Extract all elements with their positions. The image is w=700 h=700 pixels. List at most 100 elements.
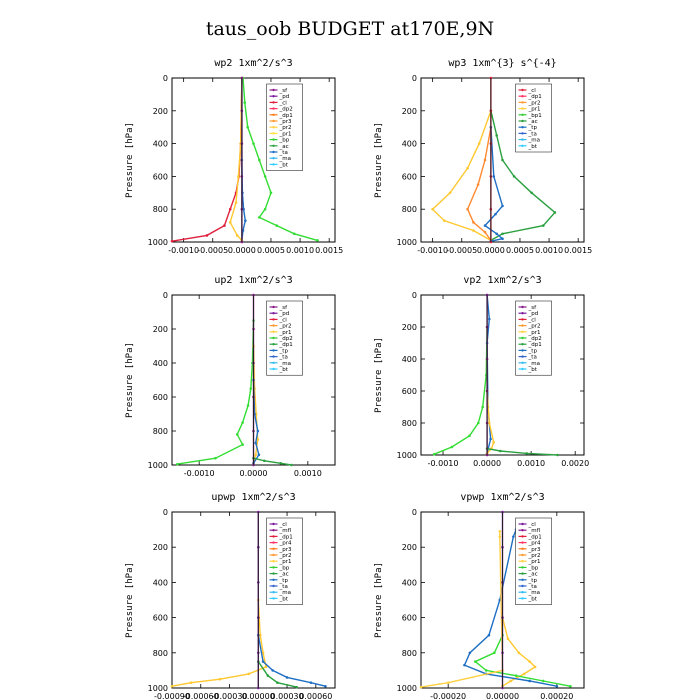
legend-marker (272, 597, 275, 600)
x-tick-label: 0.0010 (286, 246, 314, 255)
data-point (235, 433, 239, 436)
data-point (501, 204, 504, 208)
data-point (493, 651, 496, 655)
legend-entry: _pr2 (528, 100, 541, 106)
legend-entry: _cl (279, 522, 288, 528)
legend-entry: _pd (279, 94, 290, 100)
data-point (176, 462, 179, 466)
data-point (556, 453, 559, 457)
legend-marker (272, 305, 275, 309)
data-point (522, 672, 526, 676)
legend-marker (521, 522, 524, 526)
legend-entry: _dp1 (528, 94, 542, 100)
data-point (514, 674, 518, 677)
data-point (246, 125, 249, 129)
x-tick-label: 0.00020 (540, 692, 573, 700)
figure-title: taus_oob BUDGET at170E,9N (205, 18, 495, 40)
x-tick-label: 0.0010 (535, 246, 563, 255)
legend-marker (272, 126, 275, 129)
data-point (261, 651, 265, 655)
data-point (431, 207, 434, 211)
data-point (254, 441, 257, 445)
x-tick-label: 0.0000 (240, 469, 268, 478)
x-tick-label: 0.0020 (561, 459, 589, 468)
data-point (495, 134, 498, 137)
y-tick-label: 600 (402, 172, 417, 181)
legend-entry: _pr3 (279, 547, 293, 553)
data-point (494, 212, 497, 216)
y-tick-label: 1000 (148, 461, 168, 470)
data-point (448, 191, 452, 195)
y-tick-label: 1000 (148, 684, 168, 693)
panel-4: vp2 1xm^2/s^3 Pressure [hPa] 0 200 400 600 800… (374, 275, 589, 468)
legend-marker (272, 553, 275, 557)
data-point (466, 166, 469, 170)
data-point (246, 404, 250, 407)
legend-entry: _dp1 (528, 534, 542, 540)
data-point (261, 660, 265, 663)
x-tick-label: -0.00090 (154, 692, 190, 700)
legend-entry: _ta (279, 584, 288, 590)
legend-entry: _sf (279, 88, 289, 94)
y-axis-label: Pressure [hPa] (374, 562, 384, 638)
legend-entry: _dp1 (279, 113, 293, 119)
data-point (487, 633, 491, 637)
data-point (555, 684, 559, 688)
data-point (249, 387, 253, 390)
x-tick-label: -0.00060 (183, 692, 219, 700)
data-point (241, 443, 244, 446)
legend-marker (272, 144, 275, 147)
data-point (247, 672, 251, 676)
legend-marker (272, 157, 275, 160)
data-point (223, 224, 226, 227)
panel-title: vp2 1xm^2/s^3 (463, 275, 541, 286)
legend-marker (521, 330, 524, 333)
plot-frame (171, 77, 336, 243)
data-point (264, 665, 268, 669)
legend-marker (521, 572, 524, 575)
y-tick-label: 200 (153, 325, 168, 334)
legend-marker (521, 553, 524, 557)
x-tick-label: -0.0005 (197, 246, 228, 255)
legend-entry: _cl (528, 522, 537, 528)
y-tick-label: 0 (412, 508, 417, 517)
legend-entry: _dp1 (528, 342, 542, 348)
legend-entry: _ta (528, 131, 537, 137)
legend-marker (272, 529, 275, 532)
data-point (512, 535, 515, 538)
x-tick-label: 0.0010 (294, 469, 322, 478)
data-point (263, 175, 267, 178)
legend-entry: _pr4 (528, 541, 542, 547)
panel-5: upwp 1xm^2/s^3 Pressure [hPa] 0 200 400 600 80… (125, 492, 336, 700)
legend-marker (272, 535, 275, 538)
data-point (276, 681, 279, 685)
legend-entry: _pr1 (279, 131, 292, 137)
x-tick-label: 0.0000 (228, 246, 256, 255)
data-point (258, 216, 261, 219)
y-tick-label: 800 (402, 649, 417, 658)
data-point (446, 681, 450, 685)
legend-entry: _bt (279, 162, 289, 168)
panel-2: wp3 1xm^{3} s^{-4} Pressure [hPa] 0 200 400 6… (374, 58, 592, 255)
data-point (569, 684, 572, 688)
data-point (214, 456, 217, 460)
series-line-bp (473, 634, 571, 687)
legend-marker (521, 138, 524, 141)
y-tick-label: 400 (153, 359, 168, 368)
legend-marker (521, 535, 524, 538)
legend-marker (521, 343, 524, 346)
data-point (492, 175, 496, 178)
data-point (506, 637, 510, 641)
data-point (170, 239, 174, 243)
legend-entry: _pr1 (528, 107, 541, 113)
data-point (442, 219, 446, 222)
data-point (530, 191, 533, 195)
y-tick-label: 400 (153, 578, 168, 587)
legend-marker (521, 584, 524, 588)
data-point (512, 175, 516, 178)
data-point (258, 633, 262, 637)
legend-marker (272, 591, 275, 594)
legend-entry: _cl (528, 88, 537, 94)
series-line-dp1 (486, 447, 558, 456)
data-point (290, 463, 293, 467)
